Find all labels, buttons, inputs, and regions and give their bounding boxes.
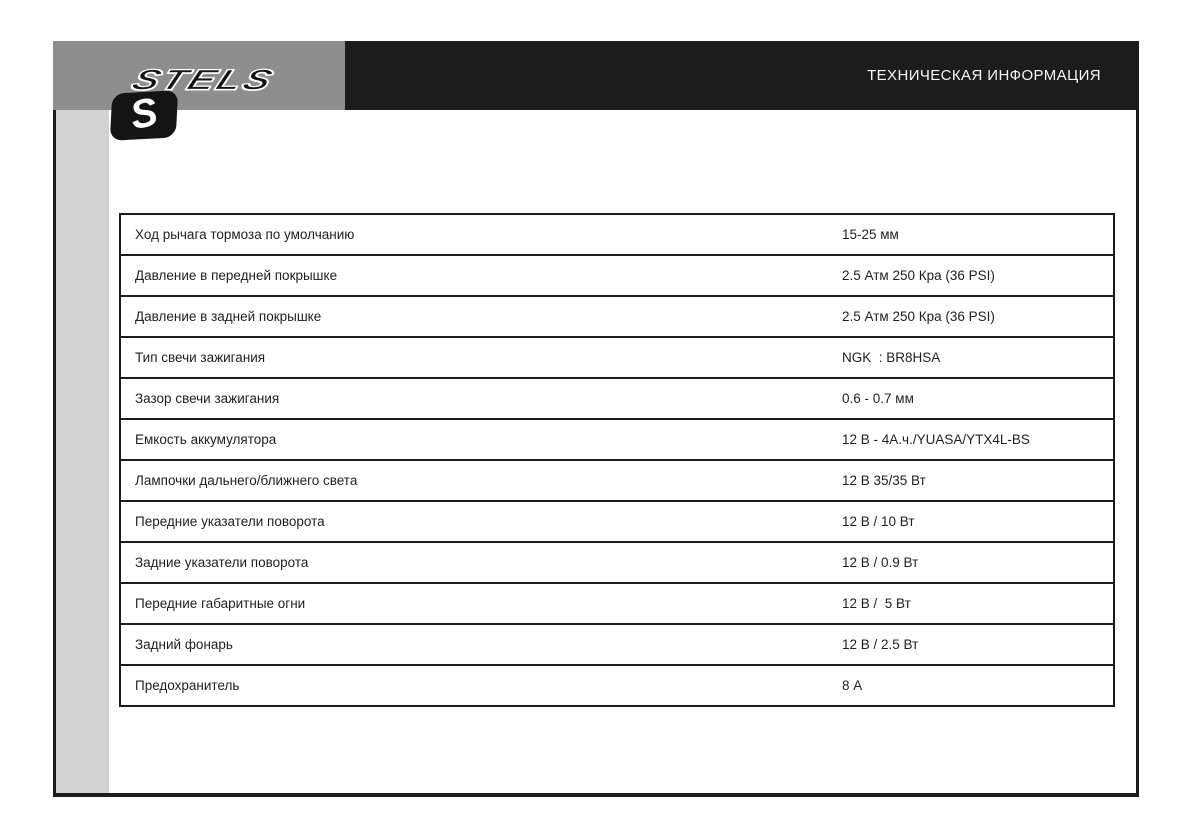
spec-label: Ход рычага тормоза по умолчанию	[135, 227, 355, 242]
table-row: Лампочки дальнего/ближнего света 12 В 35…	[121, 461, 1113, 502]
table-row: Зазор свечи зажигания 0.6 - 0.7 мм	[121, 379, 1113, 420]
left-margin-strip	[56, 110, 109, 793]
spec-value: 2.5 Атм 250 Кра (36 PSI)	[842, 309, 995, 324]
spec-table: Ход рычага тормоза по умолчанию 15-25 мм…	[119, 213, 1115, 707]
spec-label: Предохранитель	[135, 678, 240, 693]
table-row: Предохранитель 8 А	[121, 666, 1113, 705]
page-border-bottom	[53, 793, 1139, 797]
page-title: ТЕХНИЧЕСКАЯ ИНФОРМАЦИЯ	[867, 67, 1101, 84]
table-row: Задний фонарь 12 В / 2.5 Вт	[121, 625, 1113, 666]
stels-wordmark: STELS	[126, 63, 280, 96]
spec-label: Давление в передней покрышке	[135, 268, 338, 283]
spec-label: Лампочки дальнего/ближнего света	[135, 473, 358, 488]
spec-value: 12 В / 5 Вт	[842, 596, 911, 611]
spec-label: Задний фонарь	[135, 637, 233, 652]
header-logo-band: S	[53, 41, 345, 141]
table-row: Задние указатели поворота 12 В / 0.9 Вт	[121, 543, 1113, 584]
spec-value: 12 В / 0.9 Вт	[842, 555, 919, 570]
spec-label: Емкость аккумулятора	[135, 432, 277, 447]
spec-value: 0.6 - 0.7 мм	[842, 391, 914, 406]
spec-label: Тип свечи зажигания	[135, 350, 266, 365]
table-row: Емкость аккумулятора 12 В - 4А.ч./YUASA/…	[121, 420, 1113, 461]
page-border-left	[53, 110, 56, 797]
spec-label: Давление в задней покрышке	[135, 309, 322, 324]
spec-value: 8 А	[842, 678, 863, 693]
spec-value: 15-25 мм	[842, 227, 899, 242]
spec-label: Передние габаритные огни	[135, 596, 306, 611]
table-row: Передние габаритные огни 12 В / 5 Вт	[121, 584, 1113, 625]
spec-value: 12 В / 2.5 Вт	[842, 637, 919, 652]
header-title-band: ТЕХНИЧЕСКАЯ ИНФОРМАЦИЯ	[345, 41, 1139, 110]
table-row: Передние указатели поворота 12 В / 10 Вт	[121, 502, 1113, 543]
spec-value: 12 В / 10 Вт	[842, 514, 915, 529]
spec-value: NGK : BR8HSA	[842, 350, 941, 365]
page-border-right	[1136, 110, 1139, 797]
table-row: Ход рычага тормоза по умолчанию 15-25 мм	[121, 215, 1113, 256]
spec-label: Зазор свечи зажигания	[135, 391, 280, 406]
spec-value: 12 В - 4А.ч./YUASA/YTX4L-BS	[842, 432, 1030, 447]
stels-logo-icon: S	[109, 89, 179, 141]
spec-value: 12 В 35/35 Вт	[842, 473, 926, 488]
table-row: Тип свечи зажигания NGK : BR8HSA	[121, 338, 1113, 379]
spec-label: Передние указатели поворота	[135, 514, 325, 529]
table-row: Давление в задней покрышке 2.5 Атм 250 К…	[121, 297, 1113, 338]
table-row: Давление в передней покрышке 2.5 Атм 250…	[121, 256, 1113, 297]
spec-label: Задние указатели поворота	[135, 555, 309, 570]
spec-value: 2.5 Атм 250 Кра (36 PSI)	[842, 268, 995, 283]
